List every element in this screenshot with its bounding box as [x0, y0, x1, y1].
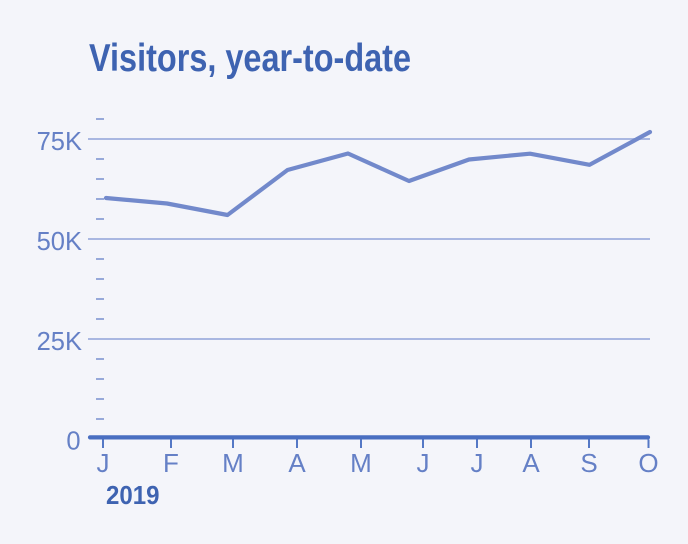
svg-text:2019: 2019: [106, 480, 160, 510]
svg-text:25K: 25K: [37, 328, 82, 356]
svg-text:O: O: [638, 448, 658, 478]
svg-text:50K: 50K: [37, 228, 82, 256]
svg-text:J: J: [417, 448, 430, 478]
svg-text:0: 0: [66, 428, 80, 456]
svg-text:J: J: [97, 448, 110, 478]
svg-text:75K: 75K: [37, 128, 82, 156]
svg-text:J: J: [471, 448, 484, 478]
svg-text:Visitors, year-to-date: Visitors, year-to-date: [89, 37, 411, 80]
svg-text:A: A: [288, 448, 306, 478]
svg-text:M: M: [222, 448, 244, 478]
svg-text:A: A: [522, 448, 540, 478]
svg-text:M: M: [350, 448, 372, 478]
svg-text:F: F: [163, 448, 179, 478]
svg-text:S: S: [580, 448, 597, 478]
